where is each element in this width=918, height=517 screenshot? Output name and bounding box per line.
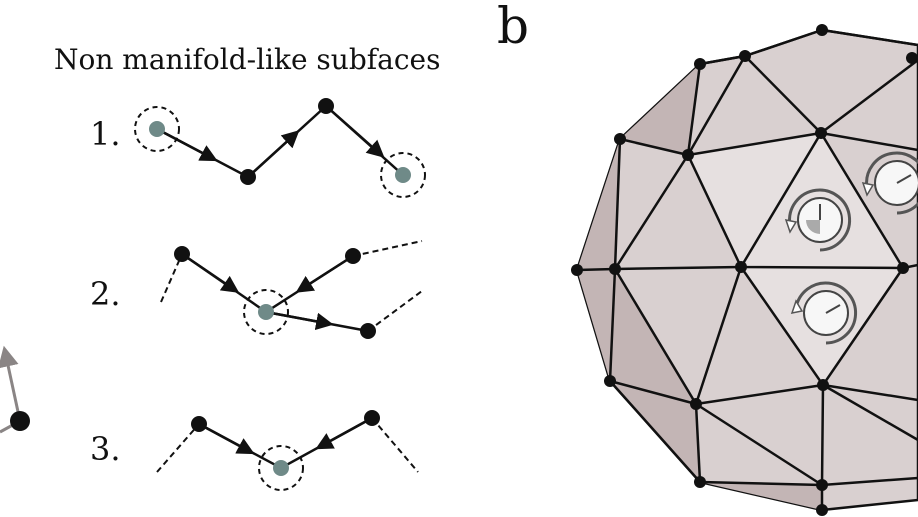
dashed-highlight-ring xyxy=(134,106,180,152)
geodesic-sphere xyxy=(571,24,918,516)
item-number-2: 2. xyxy=(90,275,121,313)
dashed-highlight-ring xyxy=(258,445,304,491)
highlighted-vertex xyxy=(273,460,289,476)
vertex xyxy=(318,98,334,114)
subface-example-2 xyxy=(160,240,423,339)
panel-label-b: b xyxy=(497,0,529,55)
highlighted-vertex xyxy=(258,304,274,320)
rotation-clock-icon xyxy=(784,188,852,252)
highlighted-vertex xyxy=(149,121,165,137)
highlighted-vertex xyxy=(395,167,411,183)
cropped-left-figure xyxy=(0,345,30,434)
vertex xyxy=(240,169,256,185)
item-number-3: 3. xyxy=(90,430,121,468)
rotation-clock-icon xyxy=(861,151,918,215)
section-heading: Non manifold-like subfaces xyxy=(54,43,440,76)
subface-example-3 xyxy=(156,410,419,491)
vertex xyxy=(191,416,207,432)
vertex xyxy=(364,410,380,426)
dashed-highlight-ring xyxy=(380,152,426,198)
sphere-vertices xyxy=(571,24,918,516)
vertex xyxy=(360,323,376,339)
vertex xyxy=(174,246,190,262)
dashed-highlight-ring xyxy=(243,289,289,335)
vertex xyxy=(345,248,361,264)
subface-example-1 xyxy=(134,98,426,198)
rotation-clock-icon xyxy=(790,281,858,345)
item-number-1: 1. xyxy=(90,115,121,153)
